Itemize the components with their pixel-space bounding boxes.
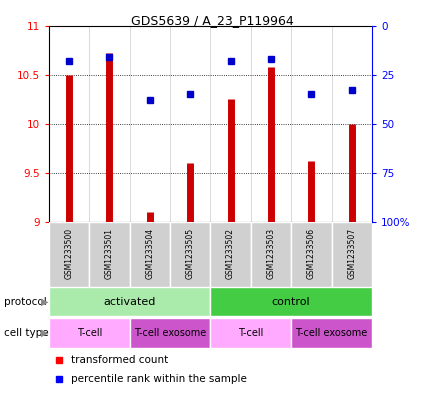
Bar — [170, 222, 210, 287]
Bar — [210, 222, 251, 287]
Text: T-cell exosome: T-cell exosome — [134, 328, 206, 338]
Bar — [332, 222, 372, 287]
Bar — [49, 222, 89, 287]
Text: cell type: cell type — [4, 328, 49, 338]
Text: GSM1233505: GSM1233505 — [186, 228, 195, 279]
Text: GDS5639 / A_23_P119964: GDS5639 / A_23_P119964 — [131, 14, 294, 27]
Bar — [251, 222, 291, 287]
Bar — [210, 287, 372, 316]
Bar — [210, 318, 291, 348]
Text: GSM1233504: GSM1233504 — [145, 228, 154, 279]
Text: GSM1233500: GSM1233500 — [65, 228, 74, 279]
Bar — [130, 318, 210, 348]
Text: GSM1233507: GSM1233507 — [347, 228, 356, 279]
Bar — [291, 318, 372, 348]
Text: T-cell exosome: T-cell exosome — [295, 328, 368, 338]
Text: T-cell: T-cell — [76, 328, 102, 338]
Bar — [291, 222, 332, 287]
Text: GSM1233501: GSM1233501 — [105, 228, 114, 279]
Text: GSM1233506: GSM1233506 — [307, 228, 316, 279]
Bar — [49, 318, 130, 348]
Text: GSM1233503: GSM1233503 — [266, 228, 275, 279]
Text: GSM1233502: GSM1233502 — [226, 228, 235, 279]
Text: percentile rank within the sample: percentile rank within the sample — [71, 374, 247, 384]
Text: transformed count: transformed count — [71, 354, 169, 365]
Bar — [49, 287, 210, 316]
Text: activated: activated — [103, 297, 156, 307]
Text: protocol: protocol — [4, 297, 47, 307]
Text: T-cell: T-cell — [238, 328, 264, 338]
Text: ▶: ▶ — [41, 328, 49, 338]
Text: control: control — [272, 297, 310, 307]
Bar — [130, 222, 170, 287]
Bar — [89, 222, 130, 287]
Text: ▶: ▶ — [41, 297, 49, 307]
